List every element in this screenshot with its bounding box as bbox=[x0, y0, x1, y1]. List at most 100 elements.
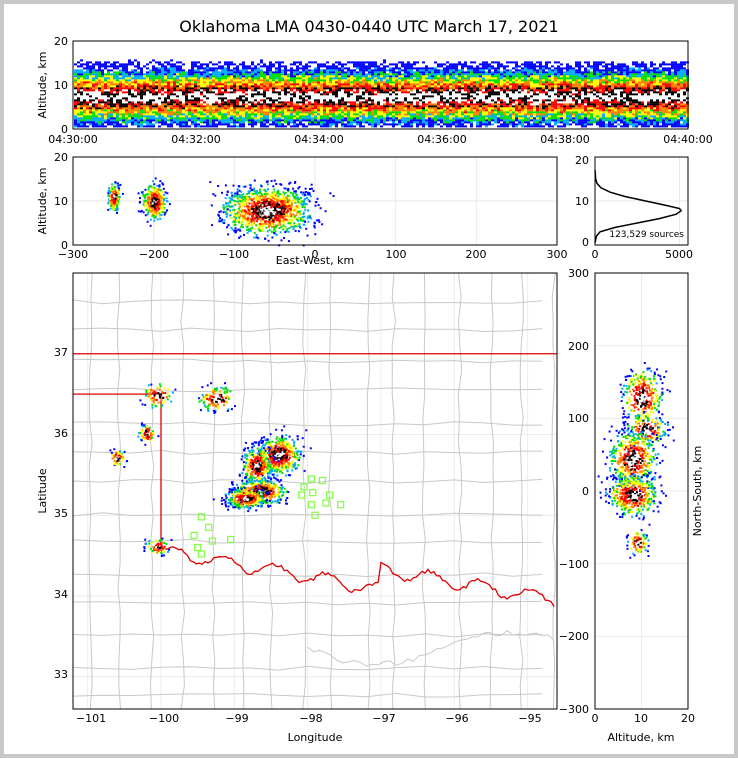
time-height-source-cell bbox=[314, 105, 317, 108]
time-height-source-cell bbox=[239, 115, 242, 118]
time-height-source-cell bbox=[86, 85, 89, 88]
time-height-source-cell bbox=[224, 91, 227, 94]
time-height-source-cell bbox=[461, 107, 464, 110]
time-height-source-cell bbox=[74, 123, 77, 126]
time-height-source-cell bbox=[161, 77, 164, 80]
time-height-source-cell bbox=[362, 87, 365, 90]
time-height-source-cell bbox=[167, 111, 170, 114]
time-height-source-cell bbox=[116, 67, 119, 70]
time-height-source-cell bbox=[179, 101, 182, 104]
time-height-source-cell bbox=[77, 95, 80, 98]
time-height-source-cell bbox=[461, 85, 464, 88]
time-height-source-cell bbox=[77, 101, 80, 104]
time-height-source-cell bbox=[131, 61, 134, 64]
time-height-source-cell bbox=[206, 77, 209, 80]
time-height-source-cell bbox=[356, 115, 359, 118]
time-height-source-cell bbox=[521, 81, 524, 84]
time-height-source-cell bbox=[281, 81, 284, 84]
time-height-source-cell bbox=[407, 121, 410, 124]
time-height-source-cell bbox=[272, 107, 275, 110]
time-height-source-cell bbox=[140, 85, 143, 88]
time-height-source-cell bbox=[128, 77, 131, 80]
time-height-source-cell bbox=[281, 117, 284, 120]
time-height-source-cell bbox=[218, 75, 221, 78]
time-height-source-cell bbox=[395, 63, 398, 66]
time-height-source-cell bbox=[383, 107, 386, 110]
time-height-source-cell bbox=[365, 103, 368, 106]
time-height-source-cell bbox=[302, 75, 305, 78]
time-height-source-cell bbox=[278, 85, 281, 88]
time-height-source-cell bbox=[383, 101, 386, 104]
time-height-source-cell bbox=[299, 95, 302, 98]
time-height-source-cell bbox=[260, 119, 263, 122]
time-height-source-cell bbox=[500, 65, 503, 68]
time-height-source-cell bbox=[107, 107, 110, 110]
time-height-source-cell bbox=[548, 111, 551, 114]
time-height-source-cell bbox=[539, 109, 542, 112]
time-height-source-cell bbox=[539, 105, 542, 108]
time-height-source-cell bbox=[233, 79, 236, 82]
time-height-source-cell bbox=[377, 107, 380, 110]
time-height-source-cell bbox=[302, 123, 305, 126]
time-height-source-cell bbox=[269, 69, 272, 72]
time-height-source-cell bbox=[323, 101, 326, 104]
time-height-source-cell bbox=[197, 65, 200, 68]
time-height-source-cell bbox=[266, 73, 269, 76]
time-height-source-cell bbox=[287, 89, 290, 92]
time-height-source-cell bbox=[215, 81, 218, 84]
time-height-source-cell bbox=[173, 69, 176, 72]
time-height-source-cell bbox=[98, 115, 101, 118]
time-height-source-cell bbox=[419, 79, 422, 82]
time-height-source-cell bbox=[341, 115, 344, 118]
time-height-source-cell bbox=[461, 63, 464, 66]
time-height-source-cell bbox=[476, 111, 479, 114]
time-height-source-cell bbox=[167, 117, 170, 120]
time-height-source-cell bbox=[479, 93, 482, 96]
time-height-source-cell bbox=[209, 111, 212, 114]
time-height-source-cell bbox=[182, 63, 185, 66]
time-height-source-cell bbox=[299, 79, 302, 82]
time-height-source-cell bbox=[248, 113, 251, 116]
time-height-source-cell bbox=[146, 71, 149, 74]
time-height-source-cell bbox=[479, 87, 482, 90]
time-height-source-cell bbox=[110, 73, 113, 76]
time-height-source-cell bbox=[128, 89, 131, 92]
time-height-source-cell bbox=[149, 89, 152, 92]
time-height-source-cell bbox=[242, 111, 245, 114]
time-height-source-cell bbox=[182, 113, 185, 116]
time-height-source-cell bbox=[275, 115, 278, 118]
time-height-source-cell bbox=[365, 83, 368, 86]
time-height-source-cell bbox=[353, 75, 356, 78]
time-height-source-cell bbox=[479, 109, 482, 112]
time-height-source-cell bbox=[245, 99, 248, 102]
time-height-source-cell bbox=[191, 61, 194, 64]
time-height-source-cell bbox=[542, 79, 545, 82]
time-height-source-cell bbox=[308, 97, 311, 100]
time-height-source-cell bbox=[266, 109, 269, 112]
time-height-source-cell bbox=[329, 103, 332, 106]
time-height-source-cell bbox=[236, 111, 239, 114]
time-height-source-cell bbox=[86, 65, 89, 68]
time-height-source-cell bbox=[278, 81, 281, 84]
time-height-source-cell bbox=[83, 109, 86, 112]
time-height-source-cell bbox=[458, 121, 461, 124]
time-height-source-cell bbox=[446, 89, 449, 92]
time-height-source-cell bbox=[509, 121, 512, 124]
time-height-source-cell bbox=[539, 65, 542, 68]
time-height-source-cell bbox=[443, 87, 446, 90]
time-height-source-cell bbox=[431, 79, 434, 82]
time-height-source-cell bbox=[404, 109, 407, 112]
time-height-source-cell bbox=[200, 117, 203, 120]
time-height-source-cell bbox=[293, 83, 296, 86]
time-height-source-cell bbox=[557, 67, 560, 70]
time-height-source-cell bbox=[491, 109, 494, 112]
time-height-source-cell bbox=[362, 105, 365, 108]
time-height-source-cell bbox=[320, 65, 323, 68]
time-height-source-cell bbox=[245, 83, 248, 86]
time-height-source-cell bbox=[371, 81, 374, 84]
time-height-source-cell bbox=[350, 117, 353, 120]
time-height-source-cell bbox=[329, 87, 332, 90]
time-height-source-cell bbox=[149, 79, 152, 82]
time-height-source-cell bbox=[485, 111, 488, 114]
time-height-source-cell bbox=[146, 97, 149, 100]
